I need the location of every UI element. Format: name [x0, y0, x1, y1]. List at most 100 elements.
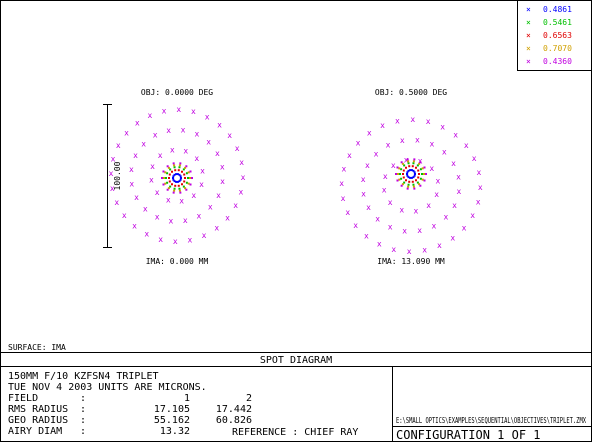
spot — [419, 168, 422, 171]
spot: x — [168, 217, 173, 226]
spot — [409, 169, 412, 172]
spot: x — [464, 141, 469, 150]
spot — [406, 187, 409, 190]
spot — [172, 191, 175, 194]
spot — [185, 172, 188, 175]
spot — [397, 173, 399, 175]
spot — [402, 173, 404, 175]
spot — [425, 173, 427, 175]
table-cell: 1 — [184, 393, 190, 404]
spot — [172, 162, 175, 165]
spot: x — [205, 112, 210, 121]
spot — [413, 187, 416, 190]
spot — [163, 177, 165, 179]
spot: x — [214, 224, 219, 233]
spot: x — [478, 183, 483, 192]
spot — [419, 177, 422, 180]
spot: x — [166, 195, 171, 204]
spot — [405, 166, 408, 169]
spot — [407, 160, 410, 163]
spot: x — [450, 234, 455, 243]
spot — [400, 184, 403, 187]
surface-label: SURFACE: IMA — [8, 343, 66, 352]
spot: x — [442, 148, 447, 157]
spot: x — [141, 139, 146, 148]
spot — [408, 165, 411, 168]
spot: x — [124, 128, 129, 137]
spot: x — [176, 105, 181, 114]
spot: x — [415, 135, 420, 144]
spot: x — [345, 208, 350, 217]
spot: x — [341, 194, 346, 203]
spot: x — [225, 214, 230, 223]
table-cell: AIRY DIAM — [8, 426, 62, 437]
spot — [165, 177, 167, 179]
spot: x — [133, 151, 138, 160]
spot — [168, 180, 171, 183]
configuration: CONFIGURATION 1 OF 1 — [396, 428, 541, 442]
spot: x — [114, 198, 119, 207]
spot: x — [220, 163, 225, 172]
spot: x — [191, 191, 196, 200]
spot: x — [166, 126, 171, 135]
spot — [408, 180, 411, 183]
spot — [413, 174, 416, 177]
spot — [179, 178, 182, 181]
spot — [409, 176, 412, 179]
spot: x — [149, 176, 154, 185]
spot: x — [241, 173, 246, 182]
spot: x — [194, 130, 199, 139]
spot — [182, 168, 185, 171]
spot — [177, 184, 180, 187]
spot — [421, 173, 423, 175]
spot: x — [111, 155, 116, 164]
spot — [407, 162, 410, 165]
spot — [398, 167, 401, 170]
spot — [172, 177, 174, 179]
spot — [180, 170, 183, 173]
spot — [178, 187, 181, 190]
spot — [178, 180, 181, 183]
spot — [166, 172, 169, 175]
spot: x — [188, 236, 193, 245]
table-cell: GEO RADIUS — [8, 415, 68, 426]
spot: x — [434, 190, 439, 199]
spot — [414, 166, 417, 169]
spot — [412, 183, 415, 186]
spot — [164, 171, 167, 174]
spot — [177, 169, 180, 172]
spot: x — [388, 222, 393, 231]
spot — [182, 185, 185, 188]
reference: REFERENCE : CHIEF RAY — [232, 427, 358, 438]
spot: x — [235, 144, 240, 153]
spot: x — [155, 188, 160, 197]
spot: x — [170, 145, 175, 154]
spot: x — [426, 117, 431, 126]
spot: x — [388, 198, 393, 207]
spot — [166, 165, 169, 168]
spot — [184, 177, 186, 179]
spot: x — [366, 203, 371, 212]
spot — [162, 170, 165, 173]
spot — [162, 183, 165, 186]
spot — [413, 171, 416, 174]
spot: x — [181, 125, 186, 134]
legend-marker: × — [526, 31, 531, 40]
spot: x — [183, 216, 188, 225]
spot — [407, 185, 410, 188]
legend-label: 0.4861 — [543, 5, 572, 14]
legend-marker: × — [526, 5, 531, 14]
spot — [412, 160, 415, 163]
spot: x — [132, 221, 137, 230]
spot — [410, 169, 413, 172]
spot: x — [239, 158, 244, 167]
spot: x — [472, 154, 477, 163]
table-cell: : — [80, 404, 86, 415]
spot: x — [456, 173, 461, 182]
spot: x — [410, 115, 415, 124]
spot — [169, 168, 172, 171]
spot: x — [432, 221, 437, 230]
spot: x — [179, 197, 184, 206]
spot — [180, 183, 183, 186]
